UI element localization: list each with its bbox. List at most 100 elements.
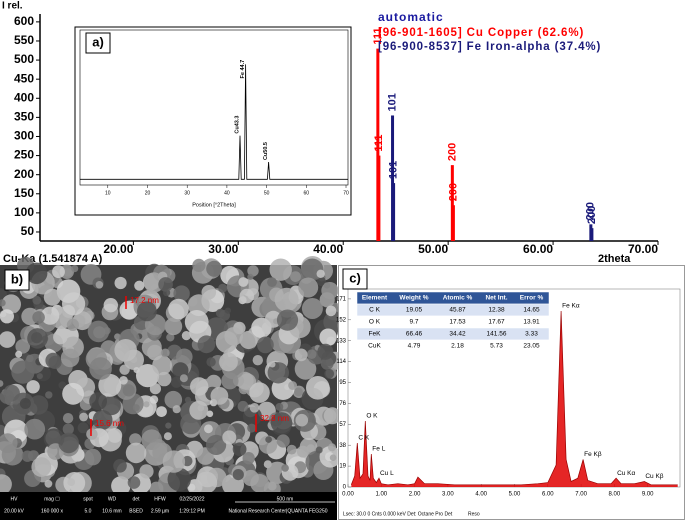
info-header: HV — [11, 496, 19, 502]
particle — [71, 265, 79, 273]
peak-label: Fe Kβ — [584, 451, 602, 458]
footer-text: Reso — [468, 511, 480, 517]
y-tick-label: 300 — [14, 129, 34, 143]
peak-label: O K — [366, 413, 378, 420]
stick-label: 200 — [446, 143, 458, 161]
particle — [206, 434, 227, 455]
particle — [32, 311, 45, 324]
particle — [60, 348, 80, 368]
panel-label-box — [85, 32, 111, 54]
y-axis-label: I rel. — [2, 1, 23, 12]
particle — [222, 430, 237, 445]
particle — [258, 435, 278, 454]
particle — [179, 374, 188, 383]
table-cell: C K — [369, 307, 381, 314]
particle — [323, 282, 331, 289]
particle — [62, 423, 74, 435]
particle — [249, 403, 260, 413]
x-tick-label: 5.00 — [509, 492, 521, 498]
stick — [377, 155, 381, 241]
y-tick-label: 95 — [339, 380, 346, 386]
table-cell: 34.42 — [449, 331, 466, 338]
particle — [62, 413, 74, 424]
particle — [149, 383, 161, 395]
x-tick-label: 9.00 — [642, 492, 654, 498]
particle — [247, 265, 259, 277]
inset-frame — [74, 26, 352, 216]
y-tick-label: 100 — [14, 205, 34, 219]
particle — [26, 380, 40, 394]
panel-label-box — [4, 269, 30, 291]
y-tick-label: 200 — [14, 167, 34, 181]
y-tick-label: 400 — [14, 90, 34, 104]
particle — [58, 381, 67, 390]
peak-label: Cu43.3 — [234, 116, 240, 134]
xrd-pattern — [80, 64, 348, 180]
table-cell: 13.91 — [523, 319, 540, 326]
peak-label: Fe Kα — [562, 303, 580, 310]
particle — [218, 283, 228, 293]
table-cell: Net Int. — [485, 295, 507, 302]
table-cell: 4.79 — [408, 343, 421, 350]
panel-label: c) — [349, 270, 361, 285]
particle — [265, 436, 272, 443]
particle — [52, 265, 65, 279]
x-tick-label: 30.00 — [208, 242, 238, 256]
particle — [27, 328, 48, 349]
particle — [274, 287, 299, 312]
panel-label: a) — [92, 34, 104, 49]
particle — [224, 327, 243, 346]
table-cell: 2.18 — [451, 343, 464, 350]
measurement: 17.2 nm — [130, 296, 159, 305]
info-header: 02/25/2022 — [179, 496, 204, 502]
table-cell: 17.53 — [449, 319, 466, 326]
particle — [157, 371, 172, 387]
particle — [125, 442, 147, 464]
particle — [45, 391, 53, 399]
table-cell: 14.65 — [523, 307, 540, 314]
stick — [391, 115, 395, 241]
table-cell: 66.46 — [406, 331, 423, 338]
particle — [192, 258, 206, 272]
particle — [197, 335, 216, 354]
particle — [44, 479, 53, 488]
particle — [156, 406, 167, 417]
particle — [167, 467, 191, 492]
table-cell: 3.33 — [525, 331, 538, 338]
particle — [294, 358, 317, 380]
particle — [168, 298, 189, 320]
y-tick-label: 600 — [14, 14, 34, 28]
peak-label: Cu L — [380, 470, 394, 477]
measurement: 15.6 nm — [95, 419, 124, 428]
peak-label: Fe 44.7 — [240, 60, 246, 79]
particle — [317, 343, 334, 360]
particle — [166, 333, 175, 342]
particle — [58, 432, 79, 454]
particle — [270, 412, 293, 434]
particle — [15, 339, 30, 354]
panel-label: b) — [11, 271, 23, 286]
particle — [0, 389, 14, 404]
particle — [232, 442, 247, 457]
stick-label: 101 — [387, 161, 399, 179]
y-tick-label: 114 — [336, 359, 346, 365]
info-value: National Research Center|QUANTA FEG250 — [228, 508, 327, 514]
x-tick-label: 50.00 — [418, 242, 448, 256]
particle — [320, 357, 334, 370]
info-header: mag ☐ — [44, 496, 60, 502]
panel-label-box — [342, 268, 368, 290]
particle — [0, 299, 6, 307]
particle — [210, 387, 229, 405]
particle — [173, 285, 190, 302]
particle — [19, 398, 31, 409]
particle — [143, 401, 150, 408]
particle — [316, 269, 325, 278]
particle — [306, 349, 317, 360]
info-value: 5.0 — [85, 508, 92, 514]
y-tick-label: 0 — [343, 485, 347, 491]
peak-label: C K — [358, 435, 370, 442]
peak-label: Fe L — [372, 446, 385, 453]
particle — [143, 272, 165, 293]
particle — [242, 469, 259, 487]
particle — [137, 301, 157, 322]
